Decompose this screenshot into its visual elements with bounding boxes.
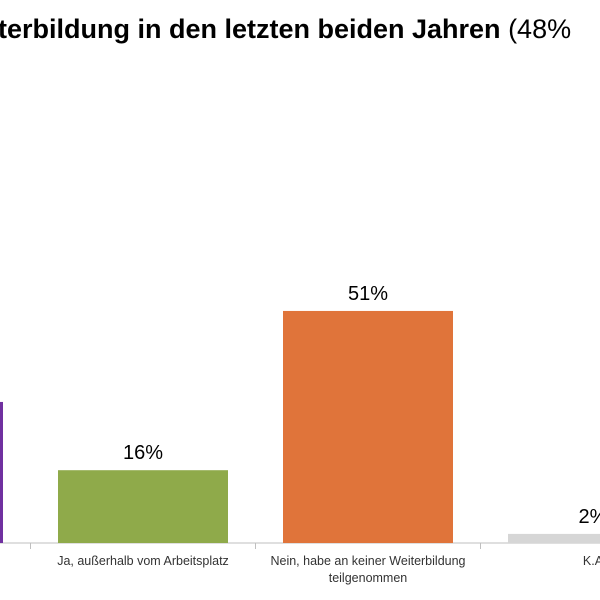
bar xyxy=(0,401,3,543)
bar xyxy=(58,470,228,543)
category-label: Ja, außerhalb vom Arbeitsplatz xyxy=(57,554,229,568)
chart-title-main: terbildung in den letzten beiden Jahren xyxy=(0,14,501,44)
bar xyxy=(283,310,453,543)
data-label: 16% xyxy=(123,442,163,464)
bar xyxy=(508,533,600,543)
data-label: 51% xyxy=(348,283,388,305)
chart-title-suffix: (48% xyxy=(508,14,572,44)
category-label: Nein, habe an keiner Weiterbildung xyxy=(270,554,465,568)
category-label: K.A xyxy=(583,554,600,568)
data-label: 2% xyxy=(579,506,600,528)
chart-title: terbildung in den letzten beiden Jahren … xyxy=(0,14,571,45)
category-label: teilgenommen xyxy=(329,571,408,585)
